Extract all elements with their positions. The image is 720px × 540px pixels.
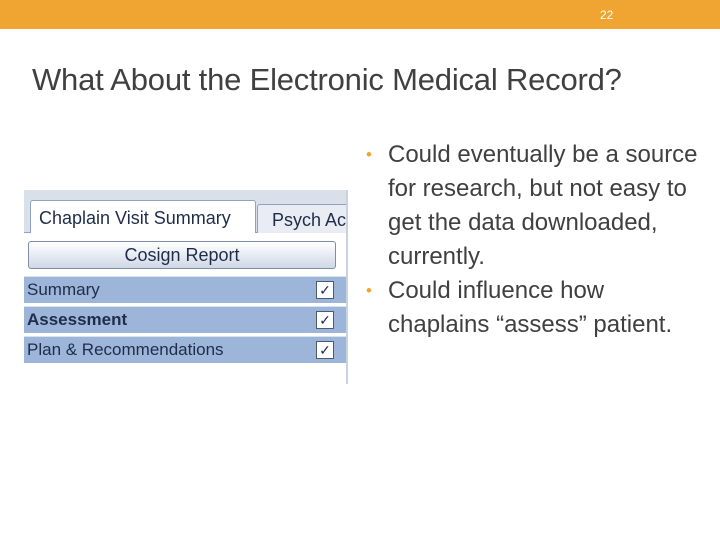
slide-number: 22 bbox=[600, 8, 614, 22]
bullet-item: • Could eventually be a source for resea… bbox=[366, 138, 706, 274]
cosign-report-button[interactable]: Cosign Report bbox=[28, 241, 336, 269]
section-checkbox[interactable]: ✓ bbox=[316, 281, 334, 299]
section-row-summary[interactable]: Summary ✓ bbox=[24, 276, 346, 303]
section-row-assessment[interactable]: Assessment ✓ bbox=[24, 306, 346, 333]
tab-label: Psych Ac bbox=[272, 210, 347, 230]
section-checkbox[interactable]: ✓ bbox=[316, 341, 334, 359]
emr-screenshot: Chaplain Visit Summary Psych Ac Cosign R… bbox=[24, 190, 348, 384]
bullet-icon: • bbox=[366, 281, 372, 300]
bullet-list: • Could eventually be a source for resea… bbox=[366, 138, 706, 342]
tab-label: Chaplain Visit Summary bbox=[39, 208, 231, 228]
bullet-text: Could influence how chaplains “assess” p… bbox=[388, 277, 673, 338]
tab-bar: Chaplain Visit Summary Psych Ac bbox=[24, 190, 346, 233]
row-label: Assessment bbox=[27, 310, 128, 329]
bullet-item: • Could influence how chaplains “assess”… bbox=[366, 274, 706, 342]
section-row-plan[interactable]: Plan & Recommendations ✓ bbox=[24, 336, 346, 363]
slide-title: What About the Electronic Medical Record… bbox=[32, 62, 622, 97]
row-label: Summary bbox=[27, 280, 100, 299]
bullet-icon: • bbox=[366, 145, 372, 164]
tab-chaplain-visit-summary[interactable]: Chaplain Visit Summary bbox=[30, 200, 256, 233]
top-accent-bar bbox=[0, 0, 720, 29]
row-label: Plan & Recommendations bbox=[27, 340, 224, 359]
tab-psych[interactable]: Psych Ac bbox=[257, 204, 347, 233]
report-panel: Cosign Report Summary ✓ Assessment ✓ Pla… bbox=[24, 233, 346, 384]
section-checkbox[interactable]: ✓ bbox=[316, 311, 334, 329]
bullet-text: Could eventually be a source for researc… bbox=[388, 141, 698, 270]
